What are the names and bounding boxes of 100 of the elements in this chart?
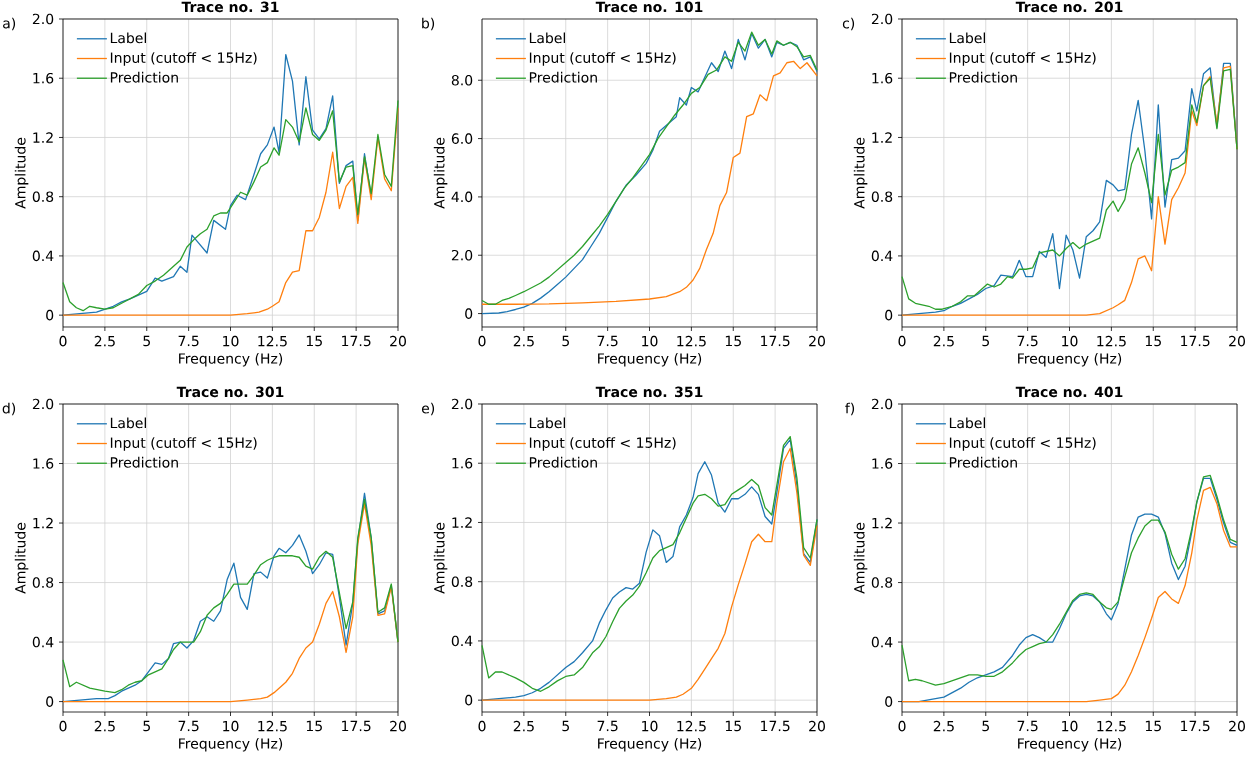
y-tick-label: 1.2 <box>33 132 53 143</box>
text: b) <box>422 17 435 31</box>
y-tick-label: 0.4 <box>32 636 54 648</box>
legend-label: Input (cutoff < 15Hz) <box>949 437 1096 451</box>
x-tick-label: 2.5 <box>933 335 954 347</box>
x-tick-label: 0 <box>898 335 906 347</box>
x-tick-label: 2.5 <box>513 720 534 732</box>
y-tick-label: 1.2 <box>452 517 472 528</box>
x-tick-label: 7.5 <box>597 720 618 732</box>
x-tick-label: 0 <box>478 335 486 347</box>
x-tick-label: 5 <box>143 335 150 347</box>
legend-label: Input (cutoff < 15Hz) <box>110 52 257 66</box>
legend-label: Prediction <box>110 71 178 83</box>
legend-label: Label <box>529 32 565 44</box>
x-tick-label: 10 <box>1062 335 1078 347</box>
y-tick-label: 2.0 <box>451 398 473 410</box>
x-tick-label: 17.5 <box>761 720 790 732</box>
y-tick-label: 2.0 <box>32 398 54 410</box>
y-tick-label: 0.4 <box>871 250 893 262</box>
x-tick-label: 20 <box>390 720 406 732</box>
y-tick-label: 1.6 <box>452 457 473 469</box>
x-tick-label: 5 <box>143 720 150 732</box>
chart-title: Trace no. 401 <box>1015 386 1123 398</box>
x-tick-label: 15 <box>1145 335 1161 347</box>
x-tick-label: 12.5 <box>1097 335 1126 347</box>
y-tick-label: 0.8 <box>871 577 893 588</box>
x-axis-title: Frequency (Hz) <box>598 352 702 367</box>
legend-label: Label <box>949 32 985 44</box>
y-tick-label: 0 <box>46 696 54 707</box>
x-tick-label: 0 <box>59 720 67 732</box>
legend-label: Label <box>110 417 146 429</box>
legend-label: Input (cutoff < 15Hz) <box>949 52 1096 66</box>
x-tick-label: 0 <box>478 720 486 732</box>
x-tick-label: 10 <box>223 335 239 347</box>
x-tick-label: 20 <box>1229 335 1245 347</box>
y-tick-label: 0.8 <box>32 191 54 202</box>
y-axis-title: Amplitude <box>14 137 29 209</box>
x-tick-label: 20 <box>809 720 825 732</box>
y-tick-label: 0.4 <box>32 250 54 262</box>
x-tick-label: 12.5 <box>677 335 706 347</box>
chart-title: Trace no. 101 <box>595 1 703 13</box>
x-tick-label: 2.5 <box>933 720 954 732</box>
y-tick-label: 0 <box>885 696 893 707</box>
x-tick-label: 15 <box>1145 720 1161 732</box>
y-tick-label: 1.6 <box>872 72 893 84</box>
y-tick-label: 0 <box>465 694 473 706</box>
x-tick-label: 12.5 <box>1097 720 1126 732</box>
x-tick-label: 12.5 <box>258 335 287 347</box>
legend-label: Prediction <box>949 456 1017 468</box>
y-tick-label: 2.0 <box>871 13 893 25</box>
x-axis-title: Frequency (Hz) <box>598 737 702 752</box>
y-tick-label: 1.6 <box>33 72 54 84</box>
text: a) <box>3 17 16 31</box>
y-tick-label: 6.0 <box>451 133 473 144</box>
x-tick-label: 5 <box>562 335 569 347</box>
y-tick-label: 1.6 <box>872 458 893 469</box>
x-tick-label: 15 <box>306 335 322 347</box>
legend-label: Label <box>110 32 146 44</box>
y-tick-label: 1.2 <box>872 517 892 529</box>
text: d) <box>2 402 16 416</box>
x-tick-label: 7.5 <box>1017 720 1038 732</box>
y-tick-label: 0.4 <box>451 635 473 647</box>
x-tick-label: 17.5 <box>1181 720 1210 732</box>
chart-title: Trace no. 31 <box>181 1 279 13</box>
x-tick-label: 20 <box>809 335 825 347</box>
chart-title: Trace no. 301 <box>176 386 284 398</box>
y-tick-label: 4.0 <box>451 191 473 203</box>
x-tick-label: 17.5 <box>342 720 371 732</box>
y-tick-label: 8.0 <box>451 74 473 86</box>
y-axis-title: Amplitude <box>433 137 448 209</box>
x-tick-label: 15 <box>306 720 322 732</box>
x-tick-label: 15 <box>725 720 741 732</box>
legend-label: Label <box>529 417 565 429</box>
x-tick-label: 15 <box>725 335 741 347</box>
x-tick-label: 10 <box>642 335 658 347</box>
x-axis-title: Frequency (Hz) <box>179 352 283 367</box>
x-tick-label: 0 <box>59 335 67 347</box>
x-axis-title: Frequency (Hz) <box>179 737 283 752</box>
y-tick-label: 0.8 <box>32 577 54 588</box>
x-tick-label: 7.5 <box>597 335 618 347</box>
y-tick-label: 0.4 <box>871 636 893 648</box>
x-tick-label: 17.5 <box>1181 335 1210 347</box>
chart-title: Trace no. 201 <box>1015 1 1123 13</box>
x-tick-label: 7.5 <box>178 335 199 347</box>
x-axis-title: Frequency (Hz) <box>1018 737 1122 752</box>
y-tick-label: 0.8 <box>871 191 893 202</box>
x-tick-label: 0 <box>898 720 906 732</box>
text: c) <box>842 17 855 31</box>
x-tick-label: 12.5 <box>258 720 287 732</box>
legend-label: Input (cutoff < 15Hz) <box>529 52 676 66</box>
legend-label: Prediction <box>949 71 1017 83</box>
x-tick-label: 7.5 <box>178 720 199 732</box>
legend-label: Prediction <box>529 456 597 468</box>
x-tick-label: 2.5 <box>94 720 115 732</box>
x-tick-label: 5 <box>982 720 989 732</box>
x-tick-label: 10 <box>1062 720 1078 732</box>
x-tick-label: 5 <box>982 335 989 347</box>
text: e) <box>421 402 435 416</box>
legend-label: Prediction <box>110 456 178 468</box>
x-tick-label: 17.5 <box>761 335 790 347</box>
